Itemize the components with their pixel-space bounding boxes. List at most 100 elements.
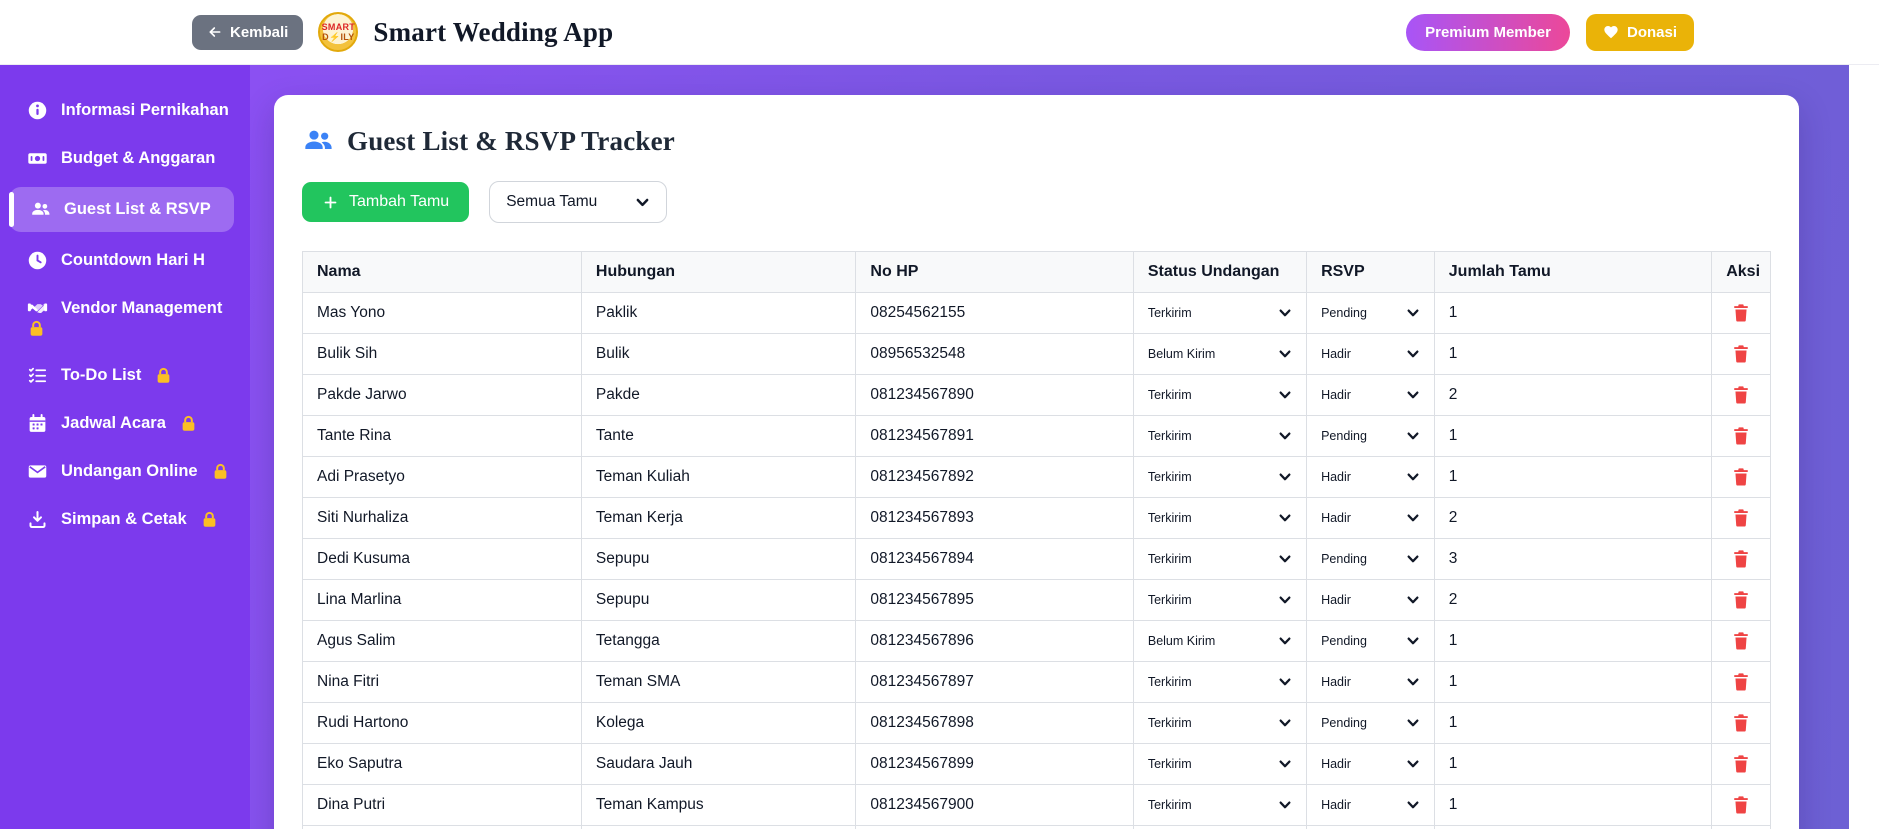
rsvp-select[interactable]: Pending: [1321, 552, 1420, 566]
sidebar-item-undangan-online[interactable]: Undangan Online: [0, 449, 250, 494]
sidebar-item-informasi-pernikahan[interactable]: Informasi Pernikahan: [0, 88, 250, 133]
delete-guest-button[interactable]: [1726, 795, 1756, 815]
guest-actions-cell: [1711, 374, 1771, 416]
chevron-down-icon: [1278, 552, 1292, 566]
rsvp-select[interactable]: Hadir: [1321, 511, 1420, 525]
plus-icon: [322, 194, 339, 211]
guest-row-pakde-jarwo: Pakde Jarwo Pakde 081234567890 Terkirim Hadi…: [302, 374, 1771, 416]
chevron-down-icon: [1278, 634, 1292, 648]
rsvp-select[interactable]: Hadir: [1321, 675, 1420, 689]
guest-count-cell: 1: [1433, 620, 1713, 662]
guest-name-cell: Dedi Kusuma: [302, 538, 582, 580]
handshake-icon: [27, 298, 48, 319]
rsvp-select-value: Pending: [1321, 716, 1367, 730]
delete-guest-button[interactable]: [1726, 713, 1756, 733]
guest-row-adi-prasetyo: Adi Prasetyo Teman Kuliah 081234567892 Terk…: [302, 456, 1771, 498]
delete-guest-button[interactable]: [1726, 672, 1756, 692]
delete-guest-button[interactable]: [1726, 385, 1756, 405]
status-undangan-select[interactable]: Terkirim: [1148, 470, 1292, 484]
delete-guest-button[interactable]: [1726, 426, 1756, 446]
rsvp-select-value: Pending: [1321, 429, 1367, 443]
users-icon: [30, 199, 51, 220]
guest-row-nina-fitri: Nina Fitri Teman SMA 081234567897 Terkirim H…: [302, 661, 1771, 703]
donate-button-label: Donasi: [1626, 23, 1677, 41]
guest-relation-cell: Teman Kerja: [580, 497, 857, 539]
sidebar-item-vendor-management[interactable]: Vendor Management: [0, 286, 250, 350]
status-undangan-select[interactable]: Terkirim: [1148, 798, 1292, 812]
chevron-down-icon: [1406, 429, 1420, 443]
add-guest-button-label: Tambah Tamu: [349, 193, 450, 210]
rsvp-select[interactable]: Hadir: [1321, 388, 1420, 402]
lock-icon: [154, 366, 173, 385]
sidebar-item-to-do-list[interactable]: To-Do List: [0, 353, 250, 398]
lock-icon: [27, 319, 46, 338]
rsvp-select[interactable]: Pending: [1321, 429, 1420, 443]
donate-button[interactable]: Donasi: [1585, 13, 1694, 51]
rsvp-select[interactable]: Pending: [1321, 306, 1420, 320]
rsvp-select[interactable]: Hadir: [1321, 347, 1420, 361]
status-undangan-select[interactable]: Terkirim: [1148, 306, 1292, 320]
sidebar-item-label: Undangan Online: [61, 462, 198, 480]
status-undangan-select[interactable]: Terkirim: [1148, 716, 1292, 730]
add-guest-button[interactable]: Tambah Tamu: [302, 182, 470, 222]
rsvp-select[interactable]: Hadir: [1321, 798, 1420, 812]
sidebar-item-countdown-hari-h[interactable]: Countdown Hari H: [0, 238, 250, 283]
sidebar-item-simpan-and-cetak[interactable]: Simpan & Cetak: [0, 497, 250, 542]
chevron-down-icon: [1406, 552, 1420, 566]
delete-guest-button[interactable]: [1726, 508, 1756, 528]
sidebar-item-jadwal-acara[interactable]: Jadwal Acara: [0, 401, 250, 446]
status-undangan-select[interactable]: Belum Kirim: [1148, 634, 1292, 648]
rsvp-select[interactable]: Hadir: [1321, 593, 1420, 607]
guest-actions-cell: [1711, 456, 1771, 498]
sidebar-item-label: Jadwal Acara: [61, 414, 166, 432]
delete-guest-button[interactable]: [1726, 303, 1756, 323]
rsvp-select[interactable]: Hadir: [1321, 470, 1420, 484]
guest-phone-cell: 081234567895: [855, 579, 1134, 621]
rsvp-select-value: Hadir: [1321, 757, 1351, 771]
guest-phone-cell: 08956532548: [855, 333, 1134, 375]
delete-guest-button[interactable]: [1726, 631, 1756, 651]
column-header-no-hp: No HP: [855, 251, 1134, 293]
guest-phone-cell: 081234567899: [855, 743, 1134, 785]
status-undangan-select[interactable]: Terkirim: [1148, 552, 1292, 566]
guest-relation-cell: Teman Kampus: [580, 784, 857, 826]
premium-member-badge[interactable]: Premium Member: [1406, 13, 1570, 51]
delete-guest-button[interactable]: [1726, 344, 1756, 364]
rsvp-select-value: Pending: [1321, 634, 1367, 648]
lock-icon: [211, 462, 230, 481]
download-icon: [27, 509, 48, 530]
status-undangan-select[interactable]: Terkirim: [1148, 388, 1292, 402]
status-undangan-select[interactable]: Belum Kirim: [1148, 347, 1292, 361]
back-button[interactable]: Kembali: [192, 14, 304, 50]
sidebar-item-budget-and-anggaran[interactable]: Budget & Anggaran: [0, 136, 250, 181]
guest-actions-cell: [1711, 579, 1771, 621]
guest-phone-cell: 081234567897: [855, 661, 1134, 703]
status-undangan-select[interactable]: Terkirim: [1148, 593, 1292, 607]
rsvp-select-value: Pending: [1321, 306, 1367, 320]
status-undangan-select[interactable]: Terkirim: [1148, 757, 1292, 771]
delete-guest-button[interactable]: [1726, 754, 1756, 774]
sidebar-item-label: Vendor Management: [61, 299, 223, 317]
guest-name-cell: Dina Putri: [302, 784, 582, 826]
guest-actions-cell: [1711, 620, 1771, 662]
page-scrollbar[interactable]: [1849, 65, 1879, 829]
sidebar-item-guest-list-and-rsvp[interactable]: Guest List & RSVP: [9, 187, 234, 232]
status-undangan-select[interactable]: Terkirim: [1148, 511, 1292, 525]
info-icon: [27, 100, 48, 121]
guest-relation-cell: Saudara Jauh: [580, 743, 857, 785]
column-header-hubungan: Hubungan: [580, 251, 857, 293]
guest-filter-select[interactable]: Semua Tamu: [489, 181, 668, 223]
page-title: Guest List & RSVP Tracker: [347, 125, 675, 156]
guest-name-cell: Lina Marlina: [302, 579, 582, 621]
rsvp-select[interactable]: Pending: [1321, 716, 1420, 730]
status-undangan-select[interactable]: Terkirim: [1148, 675, 1292, 689]
delete-guest-button[interactable]: [1726, 467, 1756, 487]
rsvp-select[interactable]: Pending: [1321, 634, 1420, 648]
back-arrow-icon: [207, 24, 223, 40]
delete-guest-button[interactable]: [1726, 590, 1756, 610]
delete-guest-button[interactable]: [1726, 549, 1756, 569]
status-undangan-select[interactable]: Terkirim: [1148, 429, 1292, 443]
guest-count-cell: 2: [1433, 374, 1713, 416]
rsvp-select[interactable]: Hadir: [1321, 757, 1420, 771]
column-header-aksi: Aksi: [1711, 251, 1771, 293]
